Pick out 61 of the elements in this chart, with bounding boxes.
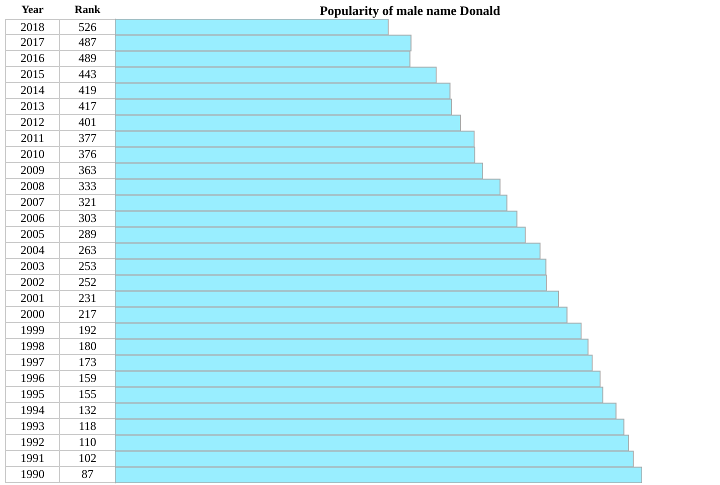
y-tick-label: 2017 <box>20 35 44 49</box>
y-tick-label: 1999 <box>20 323 44 337</box>
data-label: 489 <box>78 51 96 65</box>
y-tick-label: 2008 <box>20 179 44 193</box>
y-tick-label: 1990 <box>20 467 44 481</box>
y-tick-label: 2003 <box>20 259 44 273</box>
y-tick-label: 2013 <box>20 99 44 113</box>
y-tick-label: 2005 <box>20 227 44 241</box>
data-label: 155 <box>78 387 96 401</box>
chart-title: Popularity of male name Donald <box>320 2 502 18</box>
y-tick-label: 2002 <box>20 275 44 289</box>
y-tick-label: 2016 <box>20 51 44 65</box>
data-label: 363 <box>78 163 96 177</box>
y-axis-title: Year <box>22 4 44 16</box>
data-label: 487 <box>78 35 96 49</box>
y-tick-label: 1993 <box>20 419 44 433</box>
y-tick-label: 2004 <box>20 243 44 257</box>
data-label: 526 <box>78 20 96 34</box>
data-label: 253 <box>78 259 96 273</box>
data-label: 321 <box>78 195 96 209</box>
y-tick-label: 2009 <box>20 163 44 177</box>
data-label: 252 <box>78 275 96 289</box>
y-tick-label: 2011 <box>20 131 44 145</box>
y-tick-label: 2007 <box>20 195 44 209</box>
data-label: 376 <box>78 147 96 161</box>
data-label: 87 <box>82 467 94 481</box>
data-label: 159 <box>78 371 96 385</box>
y-tick-label: 1998 <box>20 339 44 353</box>
data-label: 377 <box>78 131 96 145</box>
y-tick-label: 2001 <box>20 291 44 305</box>
data-label: 419 <box>78 83 96 97</box>
data-label: 303 <box>78 211 96 225</box>
data-label: 110 <box>78 435 96 449</box>
data-label: 263 <box>78 243 96 257</box>
data-label: 289 <box>78 227 96 241</box>
data-label: 417 <box>78 99 96 113</box>
data-label: 231 <box>78 291 96 305</box>
data-label: 180 <box>78 339 96 353</box>
data-label: 132 <box>78 403 96 417</box>
y-tick-label: 2014 <box>20 83 44 97</box>
y-tick-label: 2010 <box>20 147 44 161</box>
y-tick-label: 1991 <box>20 451 44 465</box>
y-tick-label: 2015 <box>20 67 44 81</box>
y-tick-label: 2000 <box>20 307 44 321</box>
data-label: 173 <box>78 355 96 369</box>
y-tick-label: 1992 <box>20 435 44 449</box>
data-label: 102 <box>78 451 96 465</box>
data-label: 333 <box>78 179 96 193</box>
y-tick-label: 1996 <box>20 371 44 385</box>
data-label: 443 <box>78 67 96 81</box>
data-label: 217 <box>78 307 96 321</box>
data-label: 401 <box>78 115 96 129</box>
data-label: 192 <box>78 323 96 337</box>
y-tick-label: 2012 <box>20 115 44 129</box>
data-label: 118 <box>78 419 96 433</box>
x-tick-label: Rank <box>74 4 100 16</box>
y-tick-label: 2006 <box>20 211 44 225</box>
y-tick-label: 1997 <box>20 355 44 369</box>
y-tick-label: 1994 <box>20 403 44 417</box>
y-tick-label: 2018 <box>20 20 44 34</box>
y-tick-label: 1995 <box>20 387 44 401</box>
